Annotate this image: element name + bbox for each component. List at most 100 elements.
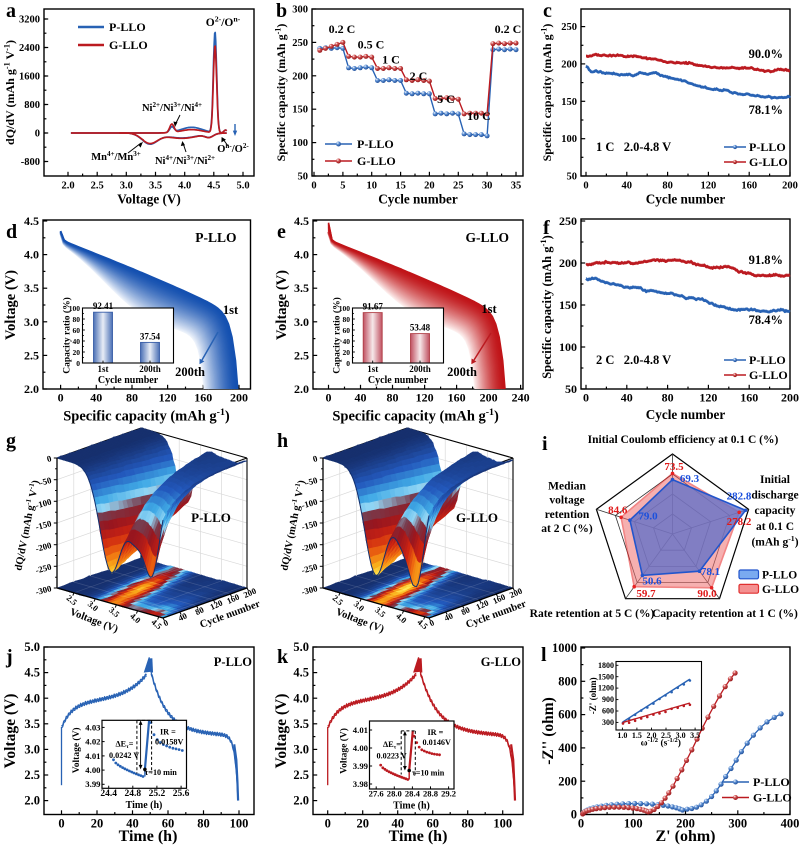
svg-text:100: 100 [624,817,643,831]
svg-text:200: 200 [781,391,799,405]
svg-text:40: 40 [90,391,102,405]
svg-text:20: 20 [356,817,369,831]
svg-text:100: 100 [69,304,81,313]
svg-text:27.6: 27.6 [369,789,385,799]
svg-text:80: 80 [73,315,81,324]
svg-text:-Z' (ohm): -Z' (ohm) [588,677,598,714]
svg-text:1 C: 1 C [382,53,400,67]
svg-text:80: 80 [343,315,351,324]
svg-text:discharge: discharge [751,490,798,502]
svg-text:P-LLO: P-LLO [357,137,394,151]
svg-text:1500: 1500 [598,672,614,681]
svg-text:200th: 200th [175,365,205,379]
svg-text:250: 250 [559,214,577,228]
svg-text:0: 0 [583,181,588,192]
svg-text:300: 300 [728,817,747,831]
svg-text:250: 250 [292,38,308,49]
svg-text:91.67: 91.67 [363,302,384,312]
svg-text:Voltage (V): Voltage (V) [2,694,19,769]
svg-text:Voltage (V): Voltage (V) [339,728,350,774]
svg-text:80: 80 [193,604,205,617]
svg-text:300: 300 [602,718,614,727]
svg-text:80: 80 [387,391,399,405]
svg-text:0.0242 V: 0.0242 V [109,751,139,760]
svg-text:282.8: 282.8 [727,490,752,502]
svg-text:4.5: 4.5 [293,666,309,680]
svg-text:4.01: 4.01 [85,751,100,761]
svg-text:40: 40 [73,337,81,346]
svg-text:Cycle number: Cycle number [646,407,726,422]
svg-text:60: 60 [73,326,81,335]
svg-text:IR =: IR = [160,727,176,736]
svg-text:4.5: 4.5 [24,214,39,228]
svg-text:29.2: 29.2 [441,789,456,799]
svg-text:a: a [6,0,16,22]
svg-text:at 0.1 C: at 0.1 C [756,521,794,533]
svg-text:3200: 3200 [19,15,40,26]
svg-text:25: 25 [453,181,464,192]
svg-text:0: 0 [583,391,589,405]
svg-text:92.41: 92.41 [93,301,114,311]
svg-text:capacity: capacity [755,505,796,517]
svg-text:5 C: 5 C [437,92,455,106]
svg-text:e: e [277,221,286,243]
svg-text:4.5: 4.5 [207,181,220,192]
svg-text:40: 40 [355,391,367,405]
svg-text:240: 240 [512,391,530,405]
svg-text:120: 120 [701,181,717,192]
svg-text:G-LLO: G-LLO [109,38,148,52]
svg-text:120: 120 [416,391,434,405]
svg-text:59.7: 59.7 [636,588,656,600]
svg-text:Voltage (V): Voltage (V) [273,694,290,769]
svg-text:-300: -300 [34,583,53,597]
svg-text:-100: -100 [34,496,53,510]
svg-text:G-LLO: G-LLO [456,510,498,525]
svg-text:1st: 1st [367,364,378,374]
svg-text:Voltage (V): Voltage (V) [3,270,19,340]
svg-text:800: 800 [558,674,577,688]
svg-text:10 C: 10 C [467,109,491,123]
svg-text:1st: 1st [98,364,109,374]
svg-text:35: 35 [511,181,522,192]
svg-text:0: 0 [325,817,331,831]
svg-text:2.0: 2.0 [293,794,309,808]
svg-text:d: d [6,221,17,243]
svg-text:5.0: 5.0 [293,640,309,654]
svg-text:Capacity ratio (%): Capacity ratio (%) [62,297,73,374]
svg-text:dQ/dV (mAh g-1​ V-1​): dQ/dV (mAh g-1​ V-1​) [2,40,17,145]
svg-text:4.0: 4.0 [24,248,39,262]
svg-text:28.4: 28.4 [405,789,421,799]
svg-text:73.5: 73.5 [664,461,684,473]
svg-text:200: 200 [230,391,248,405]
svg-text:200th: 200th [409,364,431,374]
svg-text:2.0: 2.0 [294,382,309,396]
svg-text:200: 200 [480,391,498,405]
svg-text:i: i [542,433,548,455]
svg-text:1600: 1600 [19,72,40,83]
svg-text:-150: -150 [34,518,53,532]
svg-text:3.99: 3.99 [85,779,101,789]
svg-text:Specific capacity (mAh g-1​): Specific capacity (mAh g-1​) [63,407,230,425]
svg-text:4.02: 4.02 [85,737,100,747]
svg-text:P-LLO: P-LLO [749,353,786,367]
svg-text:200: 200 [242,586,258,600]
svg-text:ΔEτ​=: ΔEτ​= [116,739,134,750]
svg-text:40: 40 [621,391,633,405]
svg-text:Voltage (V): Voltage (V) [71,727,82,773]
svg-text:g: g [6,430,16,452]
svg-text:4.5: 4.5 [24,666,40,680]
svg-text:400: 400 [781,817,800,831]
svg-text:b: b [276,0,287,22]
svg-text:4.0: 4.0 [178,181,191,192]
svg-text:30: 30 [482,181,493,192]
svg-text:P-LLO: P-LLO [762,569,797,581]
svg-text:-200: -200 [34,540,53,554]
svg-text:1800: 1800 [598,661,614,670]
svg-text:4.0: 4.0 [293,691,309,705]
svg-text:80: 80 [126,391,138,405]
svg-text:Voltage (V): Voltage (V) [117,192,181,207]
svg-text:80: 80 [662,391,674,405]
svg-text:120: 120 [699,391,717,405]
svg-text:0: 0 [46,453,53,464]
svg-text:G-LLO: G-LLO [749,155,788,169]
